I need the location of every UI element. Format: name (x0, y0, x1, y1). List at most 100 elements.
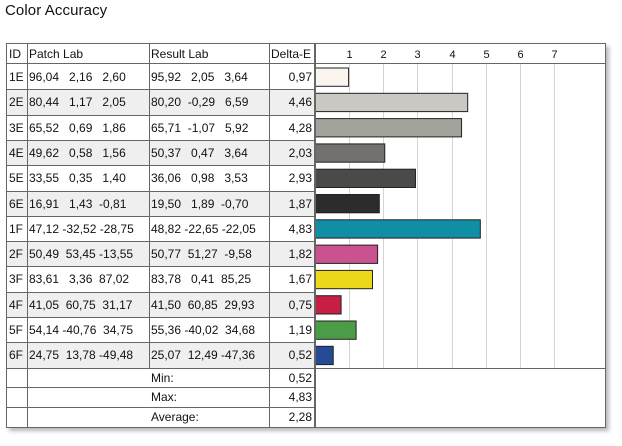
row-id: 1E (9, 70, 24, 84)
row-divider (7, 342, 314, 344)
col-divider (269, 44, 270, 427)
table-bottom-divider (7, 367, 605, 369)
row-result-lab: 83,78 0,41 85,25 (151, 272, 252, 287)
row-divider (7, 165, 314, 167)
row-delta-e: 2,93 (288, 171, 312, 186)
header-delta-e: Delta-E (271, 47, 312, 61)
bar-5f (315, 320, 357, 340)
x-tick-label: 4 (449, 49, 455, 61)
row-result-lab: 65,71 -1,07 5,92 (151, 120, 249, 135)
row-id: 2E (9, 95, 24, 110)
row-result-lab: 36,06 0,98 3,53 (151, 171, 248, 186)
row-patch-lab: 80,44 1,17 2,05 (29, 95, 126, 110)
summary-value: 2,28 (288, 410, 312, 425)
row-shade (7, 89, 314, 115)
row-shade (7, 291, 314, 317)
row-delta-e: 0,52 (288, 348, 312, 363)
header-patch-lab: Patch Lab (29, 47, 84, 61)
row-patch-lab: 49,62 0,58 1,56 (29, 145, 126, 160)
row-delta-e: 1,82 (288, 247, 312, 262)
summary-divider (7, 407, 314, 409)
row-patch-lab: 33,55 0,35 1,40 (29, 171, 126, 186)
bar-3f (315, 269, 373, 290)
col-divider (149, 44, 150, 368)
row-delta-e: 1,87 (288, 196, 312, 211)
row-result-lab: 48,82 -22,65 -22,05 (151, 221, 256, 236)
page-title: Color Accuracy (5, 2, 108, 19)
bar-2e (315, 92, 469, 113)
row-delta-e: 0,75 (288, 297, 312, 312)
row-id: 1F (9, 221, 24, 236)
row-id: 4F (9, 297, 24, 312)
row-patch-lab: 41,05 60,75 31,17 (29, 297, 133, 312)
row-id: 5E (9, 171, 24, 186)
delta-e-chart: 1 2 3 4 5 6 7 (315, 49, 558, 368)
summary-divider (7, 387, 314, 389)
bar-3e (315, 118, 463, 138)
row-delta-e: 0,97 (288, 70, 312, 84)
row-shade (7, 139, 314, 166)
row-delta-e: 4,28 (288, 120, 312, 135)
row-divider (7, 114, 314, 116)
row-divider (7, 266, 314, 268)
row-divider (7, 291, 314, 293)
row-divider (7, 190, 314, 192)
row-id: 5F (9, 323, 24, 337)
row-patch-lab: 50,49 53,45 -13,55 (29, 247, 134, 262)
bar-4f (315, 295, 342, 315)
x-tick-label: 6 (517, 49, 523, 61)
row-patch-lab: 54,14 -40,76 34,75 (29, 323, 134, 337)
row-result-lab: 41,50 60,85 29,93 (151, 297, 255, 312)
row-patch-lab: 96,04 2,16 2,60 (29, 70, 126, 84)
row-shade (7, 241, 314, 267)
row-id: 6F (9, 348, 24, 363)
row-id: 2F (9, 247, 24, 262)
row-divider (7, 89, 314, 91)
row-delta-e: 1,67 (288, 272, 312, 287)
x-tick-label: 3 (414, 49, 420, 61)
bar-4e (315, 143, 386, 163)
row-patch-lab: 16,91 1,43 -0,81 (29, 196, 127, 211)
header-id: ID (9, 47, 21, 61)
header-result-lab: Result Lab (151, 47, 209, 61)
bar-1f (315, 219, 481, 239)
row-id: 3E (9, 120, 24, 135)
bar-2f (315, 244, 379, 264)
summary-label: Average: (151, 410, 199, 425)
row-patch-lab: 47,12 -32,52 -28,75 (29, 221, 134, 236)
row-id: 4E (9, 145, 24, 160)
bar-6e (315, 194, 380, 214)
bar-6f (315, 345, 334, 366)
row-id: 6E (9, 196, 24, 211)
summary-value: 4,83 (288, 390, 312, 405)
row-delta-e: 4,46 (288, 95, 312, 110)
summary-label: Min: (151, 370, 174, 385)
row-result-lab: 80,20 -0,29 6,59 (151, 95, 249, 110)
row-result-lab: 95,92 2,05 3,64 (151, 70, 248, 84)
col-divider (27, 44, 28, 427)
row-result-lab: 50,77 51,27 -9,58 (151, 247, 252, 262)
row-delta-e: 1,19 (288, 323, 312, 337)
row-divider (7, 139, 314, 141)
summary-value: 0,52 (288, 370, 312, 385)
row-shade (7, 342, 314, 368)
x-tick-label: 7 (551, 49, 557, 61)
bar-5e (315, 168, 416, 188)
row-patch-lab: 83,61 3,36 87,02 (29, 272, 130, 287)
x-tick-label: 1 (346, 49, 352, 61)
summary-label: Max: (151, 390, 178, 405)
row-shade (7, 190, 314, 216)
x-tick-label: 5 (483, 49, 489, 61)
row-result-lab: 55,36 -40,02 34,68 (151, 323, 256, 337)
col-divider (315, 44, 316, 427)
row-id: 3F (9, 272, 24, 287)
bar-1e (315, 67, 350, 87)
row-patch-lab: 65,52 0,69 1,86 (29, 120, 126, 135)
header-divider (7, 63, 605, 64)
row-divider (7, 241, 314, 243)
row-patch-lab: 24,75 13,78 -49,48 (29, 348, 134, 363)
x-tick-label: 2 (380, 49, 386, 61)
row-result-lab: 25,07 12,49 -47,36 (151, 348, 256, 363)
row-delta-e: 4,83 (288, 221, 312, 236)
row-result-lab: 50,37 0,47 3,64 (151, 145, 248, 160)
